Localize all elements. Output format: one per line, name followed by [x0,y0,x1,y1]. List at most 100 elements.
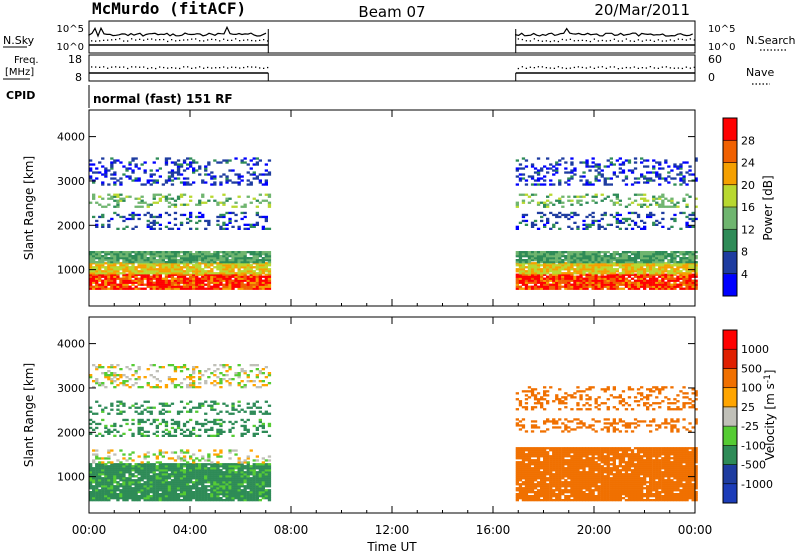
heatmap-cell [116,255,120,258]
heatmap-cell [182,489,187,492]
colorbar-tick-label: 12 [741,223,755,236]
heatmap-cell [89,487,93,490]
heatmap-cell [222,495,226,498]
heatmap-cell [228,473,232,476]
heatmap-cell [128,281,132,284]
heatmap-cell [658,261,662,264]
heatmap-cell [670,287,674,290]
heatmap-cell [128,406,132,409]
heatmap-cell [615,259,619,262]
heatmap-cell [646,159,650,162]
heatmap-cell [252,402,256,405]
heatmap-cell [216,283,220,286]
heatmap-cell [143,261,147,264]
heatmap-cell [682,181,686,184]
heatmap-cell [261,491,265,494]
heatmap-cell [570,279,574,282]
heatmap-cell [149,471,153,474]
heatmap-cell [658,264,662,267]
heatmap-cell [255,489,259,492]
heatmap-cell [524,281,529,284]
heatmap-cell [261,264,265,267]
heatmap-cell [240,253,244,256]
heatmap-cell [158,270,162,273]
heatmap-cell [652,255,656,258]
heatmap-cell [119,497,123,500]
heatmap-cell [89,495,93,498]
heatmap-cell [579,272,583,275]
heatmap-cell [231,493,235,496]
heatmap-cell [113,477,117,480]
heatmap-cell [192,255,196,258]
heatmap-cell [225,273,229,276]
heatmap-cell [603,259,607,262]
heatmap-cell [146,270,150,273]
heatmap-cell [219,272,223,275]
heatmap-cell [131,432,135,435]
heatmap-cell [561,205,565,208]
heatmap-cell [243,283,247,286]
heatmap-cell [182,261,187,264]
heatmap-cell [89,261,93,264]
heatmap-cell [207,264,211,267]
heatmap-cell [246,402,250,405]
nsearch-dot [143,39,145,41]
heatmap-cell [189,467,193,470]
heatmap-cell [561,213,565,217]
heatmap-cell [189,215,193,219]
heatmap-cell [661,275,665,278]
heatmap-cell [131,257,135,260]
heatmap-cell [231,497,235,500]
heatmap-cell [149,463,153,466]
heatmap-cell [618,203,622,206]
heatmap-cell [582,272,586,275]
heatmap-cell [618,227,622,230]
heatmap-cell [207,223,211,226]
heatmap-cell [237,485,241,488]
heatmap-cell [552,253,556,256]
heatmap-cell [92,261,96,264]
heatmap-cell [170,451,175,454]
heatmap-cell [570,266,574,269]
heatmap-cell [140,266,144,269]
heatmap-cell [633,285,638,288]
heatmap-cell [621,221,626,224]
heatmap-cell [207,270,211,273]
nsearch-dot [231,39,233,41]
heatmap-cell [612,203,616,206]
heatmap-cell [116,193,120,196]
heatmap-cell [116,481,120,484]
heatmap-cell [231,283,235,286]
heatmap-cell [95,465,99,468]
heatmap-cell [691,213,695,217]
heatmap-cell [570,272,574,275]
heatmap-cell [107,259,111,262]
heatmap-cell [624,255,629,258]
nave-dot [203,67,205,69]
heatmap-cell [170,287,175,290]
heatmap-cell [107,495,111,498]
heatmap-cell [264,173,268,176]
heatmap-cell [107,479,111,482]
heatmap-cell [198,257,202,260]
heatmap-cell [146,497,150,500]
heatmap-cell [164,285,169,288]
heatmap-cell [131,227,135,230]
heatmap-cell [110,273,114,276]
heatmap-cell [113,211,117,215]
heatmap-cell [267,171,272,174]
heatmap-cell [249,473,253,476]
heatmap-cell [116,259,120,262]
heatmap-cell [258,266,262,269]
heatmap-cell [137,279,141,282]
heatmap-cell [179,272,184,275]
heatmap-cell [222,279,226,282]
heatmap-cell [192,277,196,280]
heatmap-cell [231,275,235,278]
heatmap-cell [267,251,272,254]
heatmap-cell [570,251,574,254]
heatmap-cell [140,277,144,280]
heatmap-cell [116,469,120,472]
nsearch-dot [553,40,556,42]
heatmap-cell [195,251,199,254]
